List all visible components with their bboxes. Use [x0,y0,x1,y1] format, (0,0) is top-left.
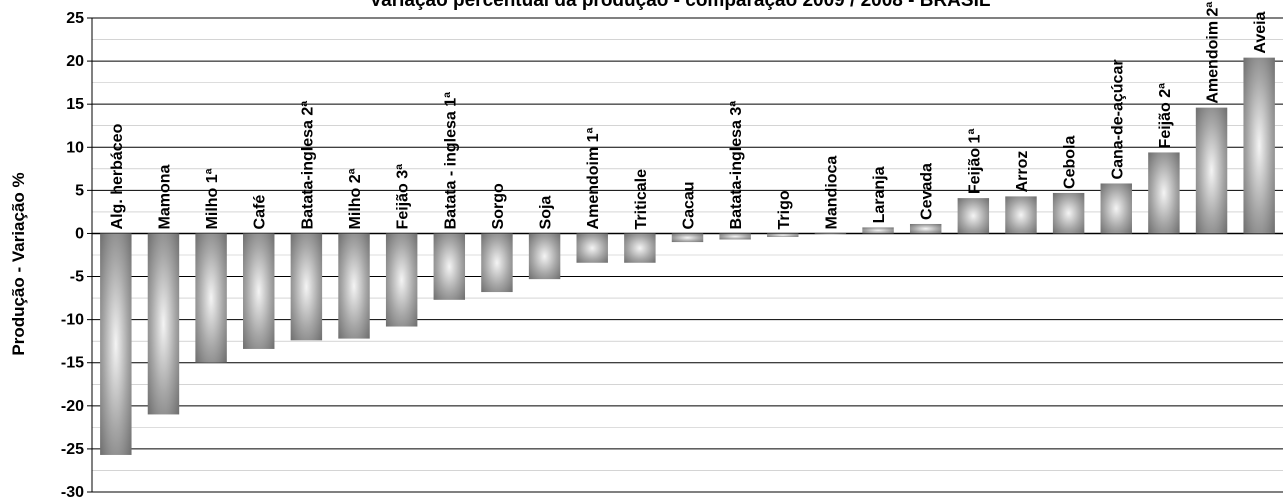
y-tick-label: 25 [66,10,84,27]
category-label: Trigo [776,190,793,229]
bar [1005,196,1037,234]
category-label: Arroz [1014,151,1031,193]
category-label: Batata-inglesa 2ª [299,101,316,230]
bar [290,233,323,341]
y-tick-label: -20 [61,398,84,415]
bar [957,198,990,234]
category-label: Café [252,195,269,230]
category-label: Aveia [1252,11,1269,53]
bar [100,233,132,455]
axes: 25 20 15 10 5 0 -5 -10 -15 -20 -25 -30 [61,10,93,500]
y-tick-label: 20 [66,53,84,70]
category-label: Feijão 1ª [966,129,983,195]
bar [719,233,751,240]
bar [385,233,418,327]
y-tick-label: -10 [61,312,84,329]
y-axis-label: Produção - Variação % [9,172,28,355]
category-label: Mamona [156,164,173,229]
bar [624,233,656,263]
category-label: Amendoim 1ª [585,127,602,229]
category-label: Soja [538,196,555,230]
bar [576,233,608,263]
category-labels: Alg. herbáceo Mamona Milho 1ª Café Batata-in… [109,2,1269,230]
category-label: Alg. herbáceo [109,123,126,229]
y-tick-label: 5 [75,182,84,199]
category-label: Laranja [871,166,888,223]
y-tick-label: -30 [61,484,84,500]
category-label: Milho 2ª [347,168,364,229]
bar [243,233,275,349]
chart-title: Variação percentual da produção - compar… [370,0,991,11]
category-label: Cevada [919,163,936,220]
bar [147,233,180,415]
bar [195,233,227,363]
y-tick-label: 10 [66,139,84,156]
bar [814,233,847,235]
category-label: Feijão 2ª [1157,83,1174,149]
y-tick-label: 0 [75,225,84,242]
category-label: Amendoim 2ª [1205,2,1222,104]
bar [1243,57,1275,234]
y-tick-label: -15 [61,355,84,372]
category-label: Cana-de-açúcar [1109,59,1126,179]
category-label: Sorgo [490,183,507,229]
bar [1100,183,1132,234]
category-label: Batata-inglesa 3ª [728,101,745,230]
bar [1052,192,1085,234]
category-label: Cebola [1062,136,1079,189]
bar [862,227,894,234]
bar [1148,152,1180,234]
bar [338,233,370,339]
category-label: Cacau [681,181,698,229]
bar [767,233,799,237]
bars [100,57,1275,455]
category-label: Triticale [633,169,650,230]
bar [1195,107,1228,234]
category-label: Mandioca [823,156,840,230]
bar [909,223,942,234]
category-label: Milho 1ª [204,168,221,229]
bar [433,233,466,300]
bar [481,233,513,293]
bar [671,233,704,243]
bar [528,233,561,280]
category-label: Feijão 3ª [395,164,412,230]
y-tick-label: -5 [70,269,84,286]
y-tick-label: 15 [66,96,84,113]
y-tick-label: -25 [61,441,84,458]
category-label: Batata - inglesa 1ª [442,92,459,230]
